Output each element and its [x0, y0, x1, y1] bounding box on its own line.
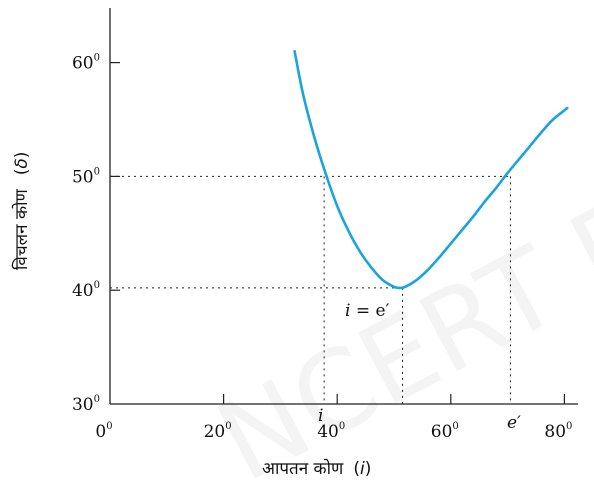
y-tick-label-40: 400	[72, 280, 100, 301]
y-tick-label-30: 300	[72, 394, 100, 415]
x-tick-label-0: 00	[95, 421, 112, 442]
x-tick-label-80: 800	[544, 421, 572, 442]
y-tick-label-60: 600	[72, 53, 100, 74]
right-intersect-label: e′	[507, 413, 521, 433]
reference-lines	[110, 175, 511, 404]
x-tick-label-60: 600	[431, 421, 459, 442]
x-tick-label-40: 400	[317, 421, 345, 442]
y-tick-label-50: 500	[72, 166, 100, 187]
ticks: 00 200 400 600 800 300 400 500 600	[72, 53, 572, 442]
x-tick-label-20: 200	[204, 421, 232, 442]
axes	[109, 8, 578, 405]
y-axis-title: विचलन कोण(δ)	[11, 152, 32, 270]
annotations: i = e′ i e′	[318, 301, 521, 433]
watermark: NCERT Published	[198, 0, 594, 486]
x-axis-title: आपतन कोण (i)	[262, 458, 371, 479]
left-intersect-label: i	[318, 406, 323, 426]
series-curve	[293, 49, 569, 290]
min-point-label: i = e′	[345, 301, 390, 321]
